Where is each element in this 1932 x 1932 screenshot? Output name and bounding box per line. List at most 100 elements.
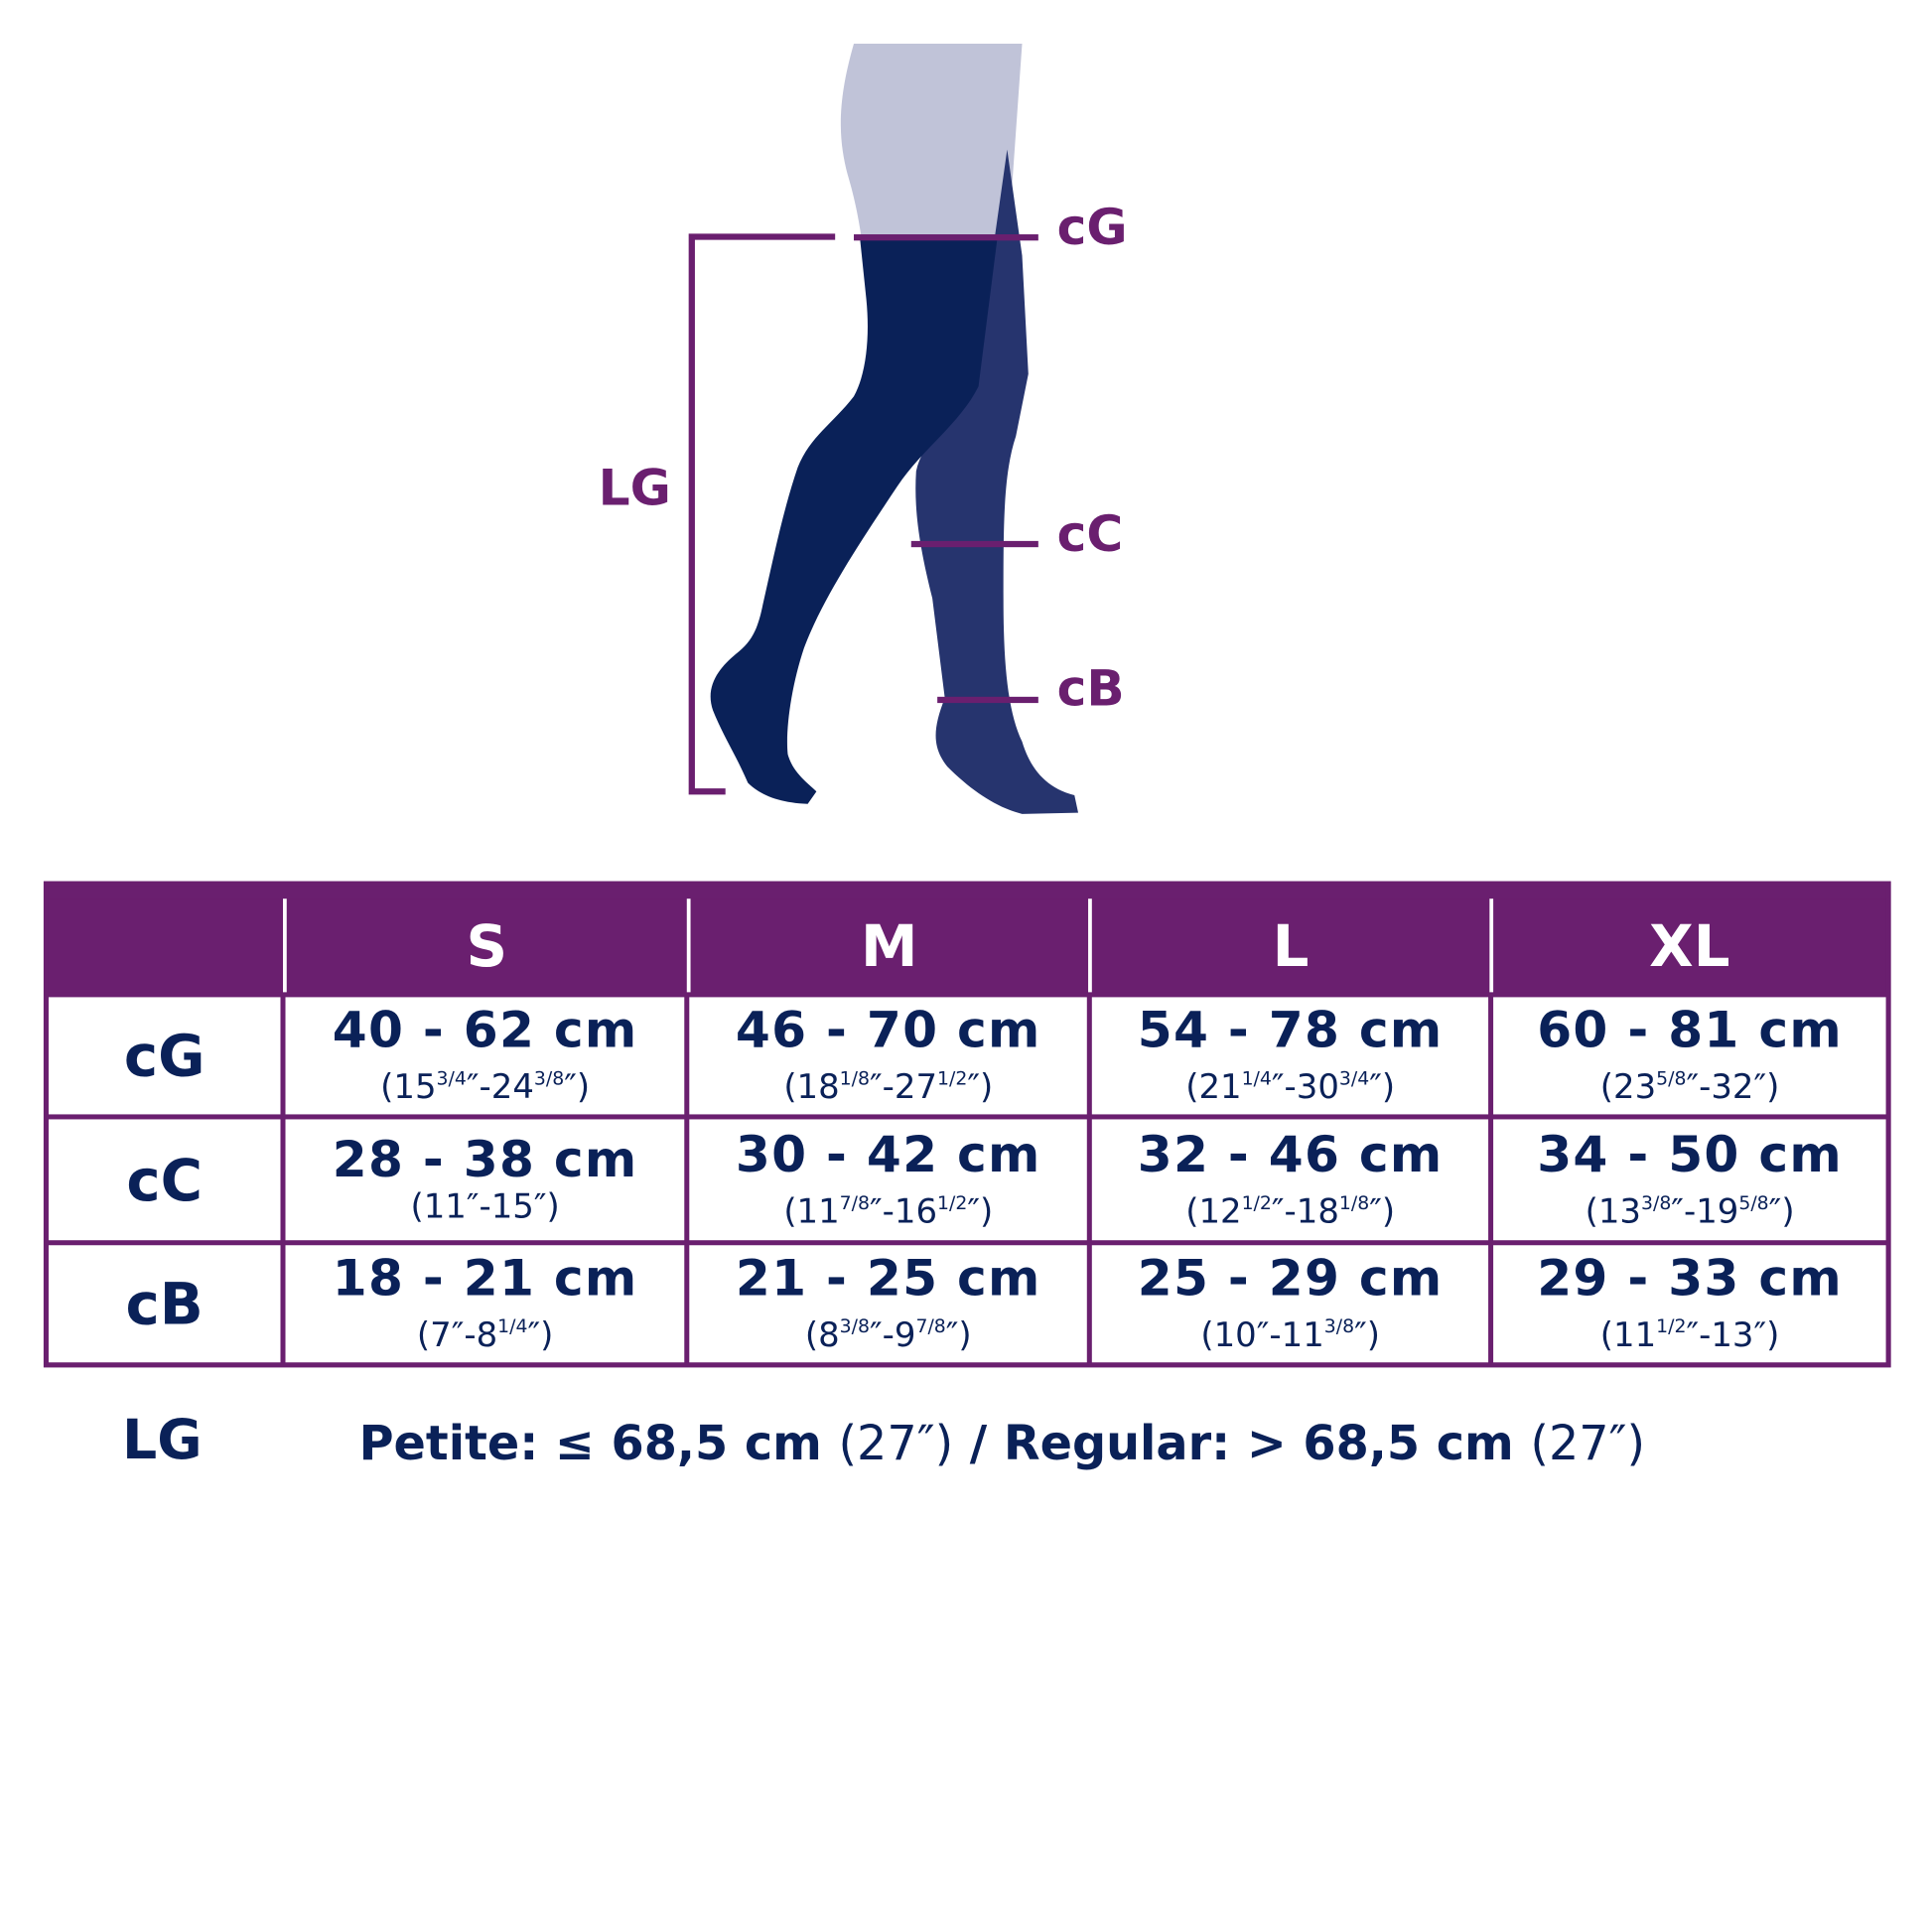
table-cell: 30 - 42 cm (117/8″-161/2″): [689, 1119, 1087, 1241]
inch-text: (8: [804, 1315, 840, 1355]
header-size-s: S: [282, 898, 687, 993]
row-label: cB: [48, 1245, 281, 1363]
table-cell: 29 - 33 cm (111/2″-13″): [1493, 1245, 1886, 1363]
size-table: S M L XL cG 40 - 62 cm (153/4″-243/8″) 46 -…: [43, 881, 1891, 1368]
length-label: LG: [122, 1408, 203, 1472]
back-leg-stocking: [915, 149, 1079, 814]
fraction: 1/4: [1241, 1066, 1272, 1090]
fraction: 1/2: [937, 1190, 968, 1214]
table-row: cG 40 - 62 cm (153/4″-243/8″) 46 - 70 cm (18…: [48, 992, 1886, 1115]
range-inches: (11″-15″): [410, 1187, 559, 1227]
inch-text: ″-18: [1271, 1191, 1339, 1231]
range-inches: (181/8″-271/2″): [783, 1058, 993, 1108]
table-cell: 32 - 46 cm (121/2″-181/8″): [1091, 1119, 1489, 1241]
header-size-l: L: [1088, 898, 1490, 993]
range-cm: 34 - 50 cm: [1537, 1126, 1843, 1184]
inch-text: (7″-8: [416, 1315, 498, 1355]
label-LG: LG: [599, 458, 671, 516]
inch-text: ″-30: [1271, 1067, 1339, 1107]
measurement-lines: [688, 233, 1038, 795]
inch-text: (11: [1599, 1315, 1657, 1355]
header-size-xl: XL: [1489, 898, 1886, 993]
inch-text: ″): [1369, 1191, 1396, 1231]
inch-text: ″-32″): [1686, 1067, 1780, 1107]
length-description: Petite: ≤ 68,5 cm (27″) / Regular: > 68,…: [359, 1416, 1646, 1470]
inch-text: ″): [1354, 1315, 1380, 1355]
range-cm: 30 - 42 cm: [735, 1126, 1041, 1184]
length-text: (27″): [1530, 1416, 1646, 1471]
table-cell: 28 - 38 cm (11″-15″): [285, 1119, 685, 1241]
length-text: (27″): [838, 1416, 954, 1471]
inch-text: (11″-15″): [410, 1186, 560, 1226]
table-cell: 18 - 21 cm (7″-81/4″): [285, 1245, 685, 1363]
fraction: 7/8: [839, 1190, 870, 1214]
range-inches: (7″-81/4″): [417, 1307, 553, 1356]
fraction: 1/8: [839, 1066, 870, 1090]
range-cm: 40 - 62 cm: [332, 1002, 638, 1060]
fraction: 1/8: [1338, 1190, 1370, 1214]
fraction: 1/4: [497, 1314, 528, 1338]
inch-text: (15: [380, 1067, 437, 1107]
range-cm: 46 - 70 cm: [735, 1002, 1041, 1060]
inch-text: ″-19: [1671, 1191, 1739, 1231]
inch-text: (10″-11: [1200, 1315, 1324, 1355]
range-inches: (10″-113/8″): [1200, 1307, 1380, 1356]
range-inches: (111/2″-13″): [1600, 1307, 1780, 1356]
inch-text: ″): [945, 1315, 972, 1355]
fraction: 5/8: [1656, 1066, 1687, 1090]
label-cB: cB: [1057, 659, 1125, 718]
fraction: 3/8: [533, 1066, 565, 1090]
header-size-m: M: [686, 898, 1089, 993]
fraction: 1/2: [1241, 1190, 1272, 1214]
range-cm: 18 - 21 cm: [332, 1250, 638, 1309]
table-row: cC 28 - 38 cm (11″-15″) 30 - 42 cm (117/8 ″-1…: [48, 1114, 1886, 1241]
label-cG: cG: [1057, 198, 1128, 256]
inch-text: ″): [1768, 1191, 1795, 1231]
table-cell: 40 - 62 cm (153/4″-243/8″): [285, 997, 685, 1115]
inch-text: ″): [527, 1315, 554, 1355]
range-cm: 60 - 81 cm: [1537, 1002, 1843, 1060]
fraction: 3/8: [1323, 1314, 1355, 1338]
table-cell: 21 - 25 cm (83/8″-97/8″): [689, 1245, 1087, 1363]
fraction: 3/4: [1338, 1066, 1370, 1090]
inch-text: (11: [783, 1191, 840, 1231]
inch-text: (12: [1185, 1191, 1242, 1231]
table-cell: 46 - 70 cm (181/8″-271/2″): [689, 997, 1087, 1115]
range-inches: (83/8″-97/8″): [805, 1307, 972, 1356]
range-cm: 25 - 29 cm: [1137, 1250, 1444, 1309]
inch-text: (18: [783, 1067, 840, 1107]
inch-text: ″): [564, 1067, 591, 1107]
inch-text: (13: [1585, 1191, 1642, 1231]
range-cm: 21 - 25 cm: [735, 1250, 1041, 1309]
label-cC: cC: [1057, 504, 1124, 563]
range-inches: (235/8″-32″): [1600, 1058, 1780, 1108]
length-text: Petite: ≤ 68,5 cm: [358, 1416, 839, 1471]
fraction: 1/2: [937, 1066, 968, 1090]
fraction: 3/8: [839, 1314, 870, 1338]
inch-text: ″-24: [466, 1067, 534, 1107]
table-cell: 34 - 50 cm (133/8″-195/8″): [1493, 1119, 1886, 1241]
table-cell: 25 - 29 cm (10″-113/8″): [1091, 1245, 1489, 1363]
inch-text: ″): [967, 1191, 994, 1231]
fraction: 3/8: [1641, 1190, 1672, 1214]
range-cm: 32 - 46 cm: [1137, 1126, 1444, 1184]
range-cm: 54 - 78 cm: [1137, 1002, 1444, 1060]
table-cell: 54 - 78 cm (211/4″-303/4″): [1091, 997, 1489, 1115]
inch-text: (23: [1599, 1067, 1657, 1107]
length-text: / Regular: > 68,5 cm: [953, 1416, 1531, 1471]
fraction: 5/8: [1738, 1190, 1769, 1214]
table-cell: 60 - 81 cm (235/8″-32″): [1493, 997, 1886, 1115]
row-label: cC: [48, 1119, 281, 1241]
leg-measurement-figure: cG cC cB LG: [599, 43, 1128, 814]
range-inches: (121/2″-181/8″): [1185, 1182, 1395, 1232]
fraction: 7/8: [915, 1314, 946, 1338]
range-inches: (153/4″-243/8″): [380, 1058, 590, 1108]
header-cell: [48, 898, 283, 993]
fraction: 1/2: [1656, 1314, 1687, 1338]
inch-text: ″): [967, 1067, 994, 1107]
row-label: cG: [48, 997, 281, 1115]
front-leg-stocking: [710, 239, 998, 804]
inch-text: ″): [1369, 1067, 1396, 1107]
inch-text: ″-27: [869, 1067, 938, 1107]
